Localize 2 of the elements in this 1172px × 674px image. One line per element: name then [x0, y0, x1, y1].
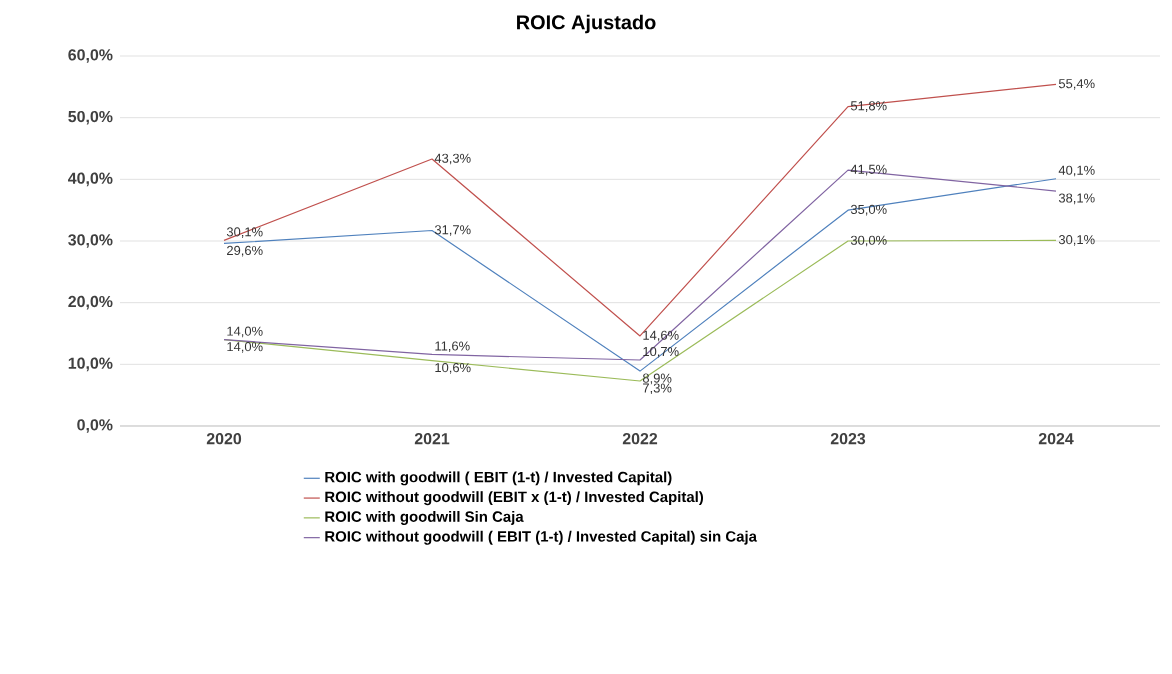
chart-title: ROIC Ajustado [517, 14, 656, 34]
line-series [223, 239, 1057, 382]
